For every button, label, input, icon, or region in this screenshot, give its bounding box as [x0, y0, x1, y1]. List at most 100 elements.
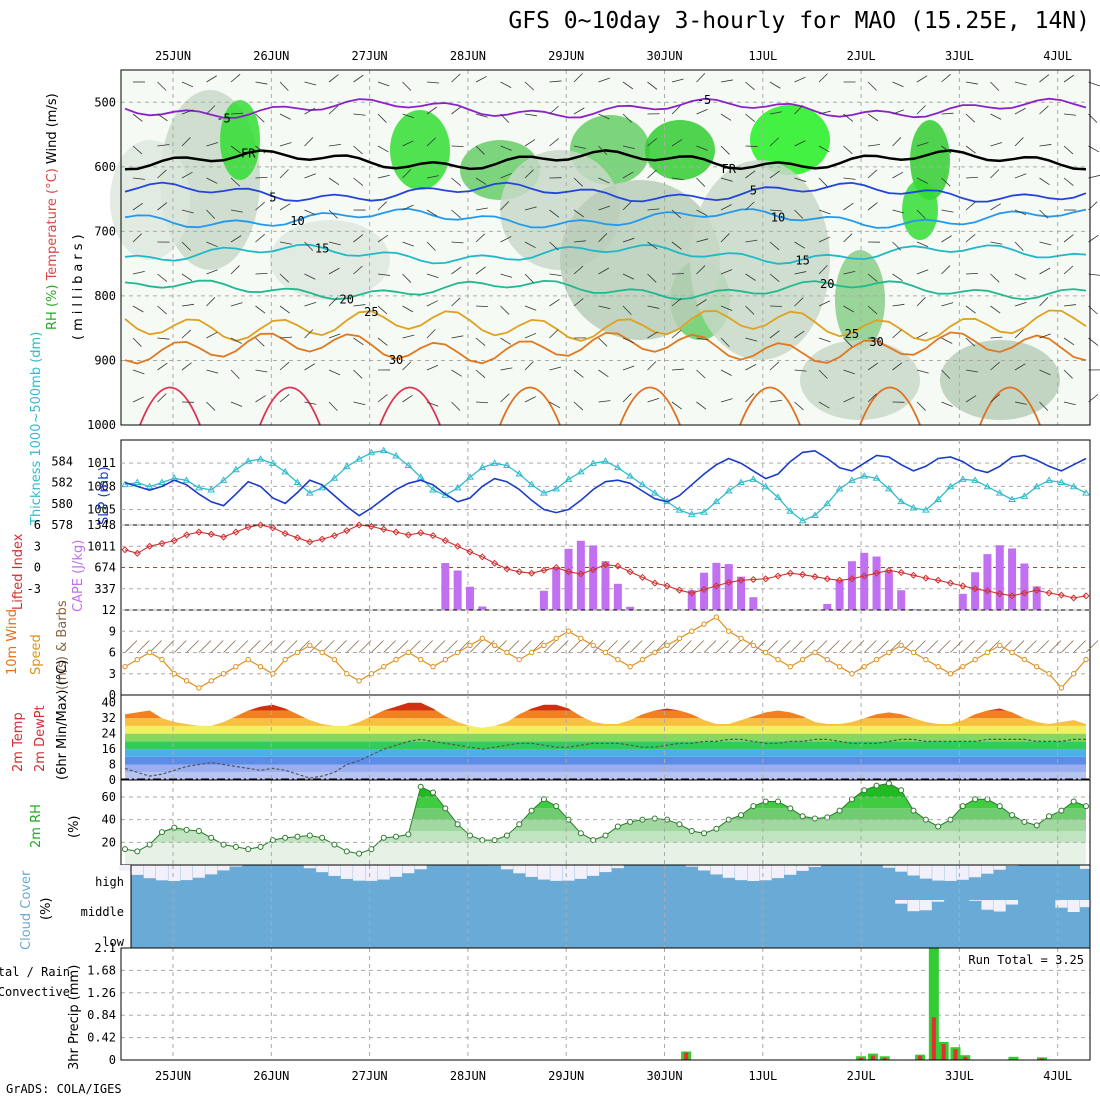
wind-barb: [696, 265, 706, 275]
rh-marker: [282, 834, 289, 841]
wind-barb: [223, 640, 236, 653]
wind-barb: [132, 369, 145, 375]
lifted-index-marker: [589, 566, 597, 574]
thickness-marker: [392, 451, 400, 459]
wind-barb: [321, 640, 335, 653]
wind-barb: [524, 396, 536, 403]
date-top-label: 29JUN: [548, 49, 584, 63]
lifted-index-marker: [1020, 589, 1028, 597]
rh-marker: [331, 841, 338, 848]
lifted-index-marker: [873, 569, 881, 577]
rh-marker: [787, 805, 794, 812]
wind-barb: [867, 393, 877, 403]
rh-marker: [208, 834, 215, 841]
wind-barb: [230, 265, 240, 275]
lifted-index-marker: [232, 528, 240, 536]
temp-band: [125, 725, 1086, 734]
wind-barb: [181, 273, 193, 281]
lifted-index-marker: [737, 576, 745, 584]
wind-barb: [451, 73, 461, 83]
isotherm-line: [124, 149, 1087, 171]
wind-barb: [769, 209, 782, 212]
date-top-label: 4JUL: [1043, 49, 1072, 63]
wind-barb: [304, 401, 317, 405]
lifted-index-marker: [638, 573, 646, 581]
wind-barb: [475, 401, 489, 404]
wind-speed-marker: [787, 663, 794, 670]
date-top-label: 3JUL: [945, 49, 974, 63]
wind-barb: [592, 640, 606, 653]
wind-barb: [402, 305, 414, 313]
wind-barb: [691, 640, 705, 653]
rh-marker: [232, 843, 239, 850]
wind-barb: [916, 105, 926, 115]
lifted-index-marker: [170, 537, 178, 545]
wind-barb: [622, 81, 634, 90]
precip-tick-label: 2.1: [94, 941, 116, 955]
wind-barb: [426, 175, 439, 179]
wind-speed-marker: [762, 649, 769, 656]
wind-barb: [132, 305, 144, 313]
high-cloud-gap: [981, 865, 994, 874]
wind-barb: [598, 337, 608, 347]
wind-barb: [494, 640, 507, 653]
cloud-level-label: middle: [81, 905, 124, 919]
cape-bar: [724, 564, 733, 610]
thickness-marker: [761, 482, 770, 490]
thickness-marker: [367, 448, 376, 456]
wind-barb: [206, 241, 218, 248]
wind-barb: [132, 233, 142, 243]
wind-barb: [1063, 337, 1075, 346]
li-axis-title: Lifted Index: [11, 533, 26, 610]
wind-speed-marker: [159, 656, 165, 663]
lifted-index-marker: [688, 589, 696, 597]
wind-barb: [482, 640, 495, 653]
precip-panel-bg: [121, 948, 1090, 1060]
wind-barb: [720, 79, 733, 83]
lifted-index-marker: [811, 573, 819, 581]
wind-barb: [622, 365, 635, 371]
date-top-label: 2JUL: [847, 49, 876, 63]
wind-barb: [1063, 369, 1073, 379]
wind-barb: [309, 640, 323, 653]
wind-barb: [573, 369, 584, 378]
wind-barb: [255, 305, 266, 314]
wind-barb: [622, 145, 635, 149]
wind-barb: [500, 113, 510, 123]
lifted-index-marker: [1045, 589, 1053, 597]
wind-barb: [769, 137, 779, 147]
wind-barb: [818, 236, 831, 243]
isotherm-line: [124, 243, 1087, 265]
rh-shaded-area: [390, 110, 450, 190]
rh-marker: [405, 831, 412, 838]
wind-barb: [132, 270, 145, 275]
wind-barb: [622, 393, 632, 403]
wind-barb: [990, 305, 1001, 314]
wind-barb: [745, 305, 755, 315]
wind-barb: [573, 177, 583, 187]
rh-marker: [688, 828, 695, 834]
rh-marker: [1009, 812, 1016, 819]
wind-barb: [622, 201, 632, 211]
wind-barb: [555, 640, 569, 653]
wind-barb: [580, 640, 594, 653]
cape-bar: [1008, 548, 1017, 610]
wind-barb: [137, 640, 150, 653]
wind-barb: [696, 177, 706, 187]
wind-barb: [132, 337, 142, 347]
temp-band: [125, 772, 1086, 780]
lifted-index-marker: [860, 572, 868, 580]
lifted-index-marker: [195, 528, 203, 536]
wind-barb: [353, 113, 366, 116]
wind-barb: [549, 401, 561, 409]
cape-bar: [1020, 563, 1029, 610]
rh-shaded-area: [902, 180, 938, 240]
thickness-marker: [626, 472, 635, 479]
wind-barb: [451, 209, 461, 219]
wind-barb: [867, 169, 878, 179]
lifted-index-marker: [1033, 586, 1041, 594]
wind-speed-marker: [270, 671, 276, 677]
wind-barb: [402, 204, 414, 211]
rh-tick-label: 20: [102, 835, 116, 849]
wind-barb: [740, 640, 754, 653]
